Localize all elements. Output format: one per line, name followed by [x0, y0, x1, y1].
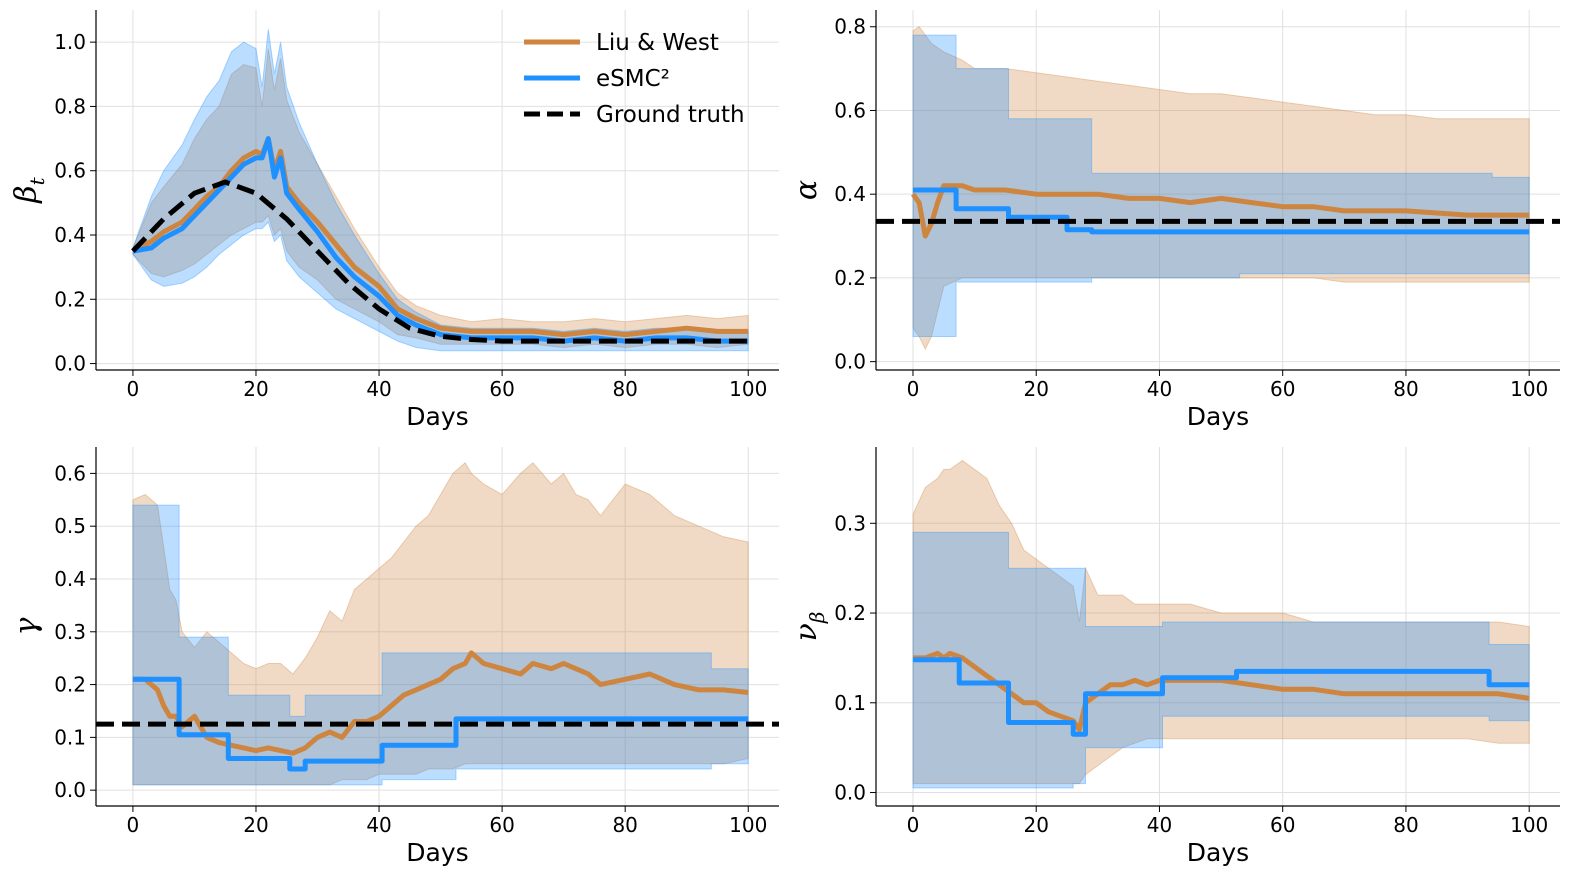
y-axis-label: α: [789, 180, 824, 200]
y-tick-label: 0.0: [834, 781, 866, 805]
y-axis-label: γ: [9, 617, 44, 635]
y-tick-label: 0.4: [54, 567, 86, 591]
y-axis-label: νβ: [789, 612, 829, 642]
x-tick-label: 80: [1393, 377, 1418, 401]
esmc-line: [132, 676, 749, 772]
x-tick-label: 40: [366, 377, 391, 401]
panel-bottom-left: 0 20 40 60 80 100 0.0 0.1 0.2 0.3 0.4 0.5 0.6 Days γ: [9, 447, 779, 867]
liu-west-credible-band: [132, 462, 749, 786]
esmc-credible-band: [912, 34, 1530, 337]
y-tick-label: 0.8: [54, 94, 86, 118]
x-tick-label: 20: [1023, 813, 1048, 837]
liu-west-credible-band: [912, 26, 1530, 351]
liu-west-line: [131, 136, 749, 338]
esmc-credible-band: [912, 531, 1530, 789]
y-tick-label: 0.0: [54, 352, 86, 376]
x-tick-label: 40: [366, 813, 391, 837]
esmc-credible-band: [132, 29, 749, 352]
liu-west-credible-band: [912, 459, 1530, 785]
ground-truth-line: [131, 179, 749, 344]
x-tick-label: 100: [1510, 377, 1548, 401]
y-tick-label: 1.0: [54, 30, 86, 54]
y-tick-label: 0.4: [834, 182, 866, 206]
x-tick-label: 100: [1510, 813, 1548, 837]
x-tick-label: 40: [1147, 377, 1172, 401]
y-tick-label: 0.0: [834, 350, 866, 374]
y-tick-label: 0.4: [54, 223, 86, 247]
legend: Liu & West eSMC² Ground truth: [524, 30, 745, 128]
x-axis-label: Days: [1187, 838, 1249, 867]
y-tick-label: 0.1: [54, 725, 86, 749]
y-tick-label: 0.5: [54, 514, 86, 538]
x-tick-label: 100: [729, 377, 767, 401]
esmc-line: [913, 187, 1530, 235]
panel-top-right: 0 20 40 60 80 100 0.0 0.2 0.4 0.6 0.8 Days α: [789, 10, 1560, 431]
x-tick-label: 20: [1023, 377, 1048, 401]
legend-label-esmc: eSMC²: [596, 66, 670, 92]
y-tick-label: 0.2: [54, 673, 86, 697]
y-tick-label: 0.6: [834, 98, 866, 122]
y-tick-label: 0.1: [834, 691, 866, 715]
x-tick-label: 80: [612, 377, 637, 401]
y-tick-label: 0.2: [54, 287, 86, 311]
x-tick-label: 0: [907, 377, 920, 401]
x-tick-label: 40: [1147, 813, 1172, 837]
x-tick-label: 0: [907, 813, 920, 837]
esmc-line: [913, 657, 1530, 737]
x-tick-label: 60: [489, 813, 514, 837]
x-tick-label: 0: [127, 813, 140, 837]
y-tick-label: 0.6: [54, 461, 86, 485]
x-axis-label: Days: [406, 402, 468, 431]
liu-west-credible-band: [132, 48, 749, 349]
y-tick-label: 0.2: [834, 266, 866, 290]
x-tick-label: 100: [729, 813, 767, 837]
x-tick-label: 20: [243, 813, 268, 837]
y-tick-label: 0.3: [54, 620, 86, 644]
x-tick-label: 80: [1393, 813, 1418, 837]
x-tick-label: 20: [243, 377, 268, 401]
y-tick-label: 0.3: [834, 511, 866, 535]
y-tick-label: 0.8: [834, 15, 866, 39]
esmc-credible-band: [132, 504, 749, 786]
liu-west-line: [910, 183, 1530, 239]
y-tick-label: 0.6: [54, 159, 86, 183]
liu-west-line: [132, 650, 749, 756]
y-tick-label: 0.2: [834, 601, 866, 625]
legend-label-liu-west: Liu & West: [596, 30, 719, 56]
x-axis-label: Days: [406, 838, 468, 867]
x-tick-label: 60: [489, 377, 514, 401]
x-tick-label: 0: [127, 377, 140, 401]
y-tick-label: 0.0: [54, 778, 86, 802]
x-tick-label: 80: [612, 813, 637, 837]
x-tick-label: 60: [1270, 813, 1295, 837]
panel-top-left: 0 20 40 60 80 100 0.0 0.2 0.4 0.6 0.8 1.0 Days βt: [9, 10, 779, 431]
panel-bottom-right: 0 20 40 60 80 100 0.0 0.1 0.2 0.3 Days νβ: [789, 447, 1560, 867]
x-axis-label: Days: [1187, 402, 1249, 431]
legend-label-ground-truth: Ground truth: [596, 102, 745, 128]
x-tick-label: 60: [1270, 377, 1295, 401]
y-axis-label: βt: [9, 176, 49, 203]
